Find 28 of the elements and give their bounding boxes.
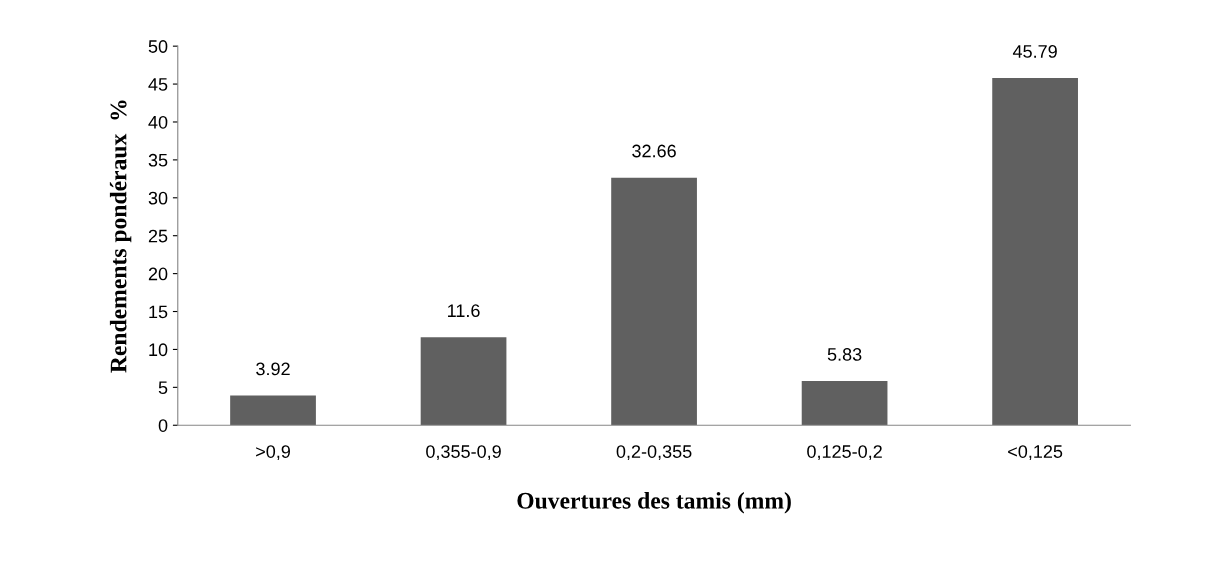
y-tick-label: 0 xyxy=(158,419,168,432)
y-tick-label: 45 xyxy=(148,78,168,91)
data-label: 45.79 xyxy=(1012,45,1057,58)
data-label: 32.66 xyxy=(632,144,676,158)
y-tick-label: 15 xyxy=(149,305,168,319)
y-tick-label: 20 xyxy=(148,267,168,281)
y-tick-label: 50 xyxy=(148,40,168,53)
x-tick-label: 0,355-0,9 xyxy=(426,445,501,461)
bar xyxy=(611,177,697,426)
y-tick-label: 30 xyxy=(148,191,168,205)
data-label: 5.83 xyxy=(827,348,862,361)
y-tick-label: 35 xyxy=(148,153,168,167)
x-tick-label: 0,125-0,2 xyxy=(807,445,882,461)
y-tick-label: 40 xyxy=(148,115,168,129)
x-axis-title: Ouvertures des tamis (mm) xyxy=(517,492,791,514)
bar xyxy=(420,337,507,426)
bar xyxy=(992,78,1078,426)
x-tick-label: 0,2-0,355 xyxy=(616,445,692,461)
bar xyxy=(230,395,316,426)
bar xyxy=(801,381,888,426)
y-tick-label: 25 xyxy=(148,229,168,243)
x-tick-label: <0,125 xyxy=(1008,445,1063,461)
data-label: 11.6 xyxy=(448,304,480,318)
y-tick-label: 10 xyxy=(149,343,168,357)
x-tick-label: >0,9 xyxy=(256,445,290,461)
y-axis-title: Rendements pondéraux % xyxy=(109,100,132,373)
data-label: 3.92 xyxy=(256,362,290,376)
y-tick-label: 5 xyxy=(158,381,168,395)
